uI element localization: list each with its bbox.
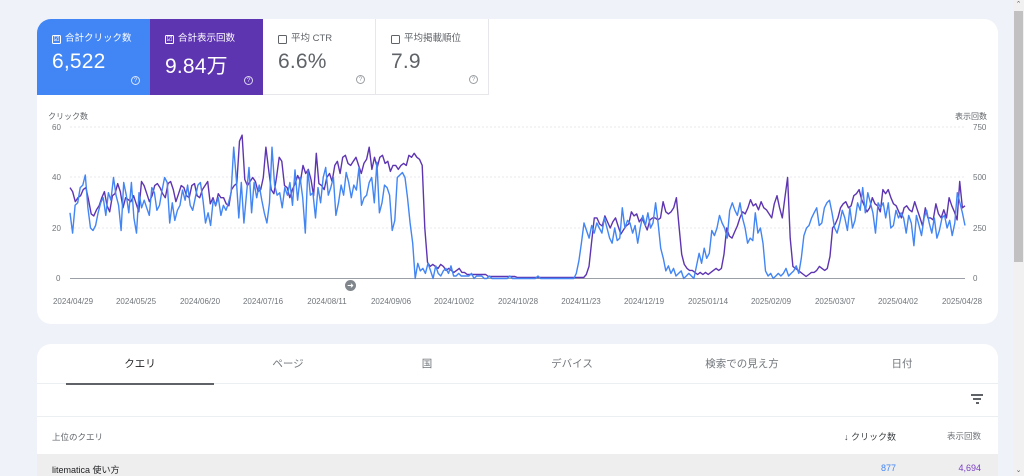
clicks-line [69, 146, 966, 280]
y-tick-left: 60 [52, 123, 61, 132]
x-tick: 2024/10/28 [497, 297, 539, 306]
row-clicks: 877 [880, 463, 896, 473]
sort-down-icon: ↓ [843, 432, 849, 442]
x-tick: 2024/04/29 [52, 297, 94, 306]
metric-value: 9.84万 [165, 55, 228, 78]
help-icon[interactable]: ? [244, 76, 253, 85]
tab-date[interactable]: 日付 [891, 358, 913, 370]
metric-label: 合計クリック数 [65, 33, 132, 44]
checkbox-checked-icon[interactable]: ☑ [165, 34, 174, 44]
x-tick: 2025/03/07 [814, 297, 856, 306]
scroll-up-icon[interactable]: ⌃ [1015, 1, 1022, 8]
table-toolbar [37, 384, 998, 417]
y-tick-left: 40 [52, 173, 61, 182]
tab-query[interactable]: クエリ [66, 344, 214, 385]
impressions-line [69, 134, 966, 279]
checkbox-unchecked-icon[interactable] [278, 34, 287, 44]
tab-device[interactable]: デバイス [551, 358, 593, 370]
right-axis-title: 表示回数 [955, 112, 987, 121]
metric-value: 6.6% [278, 50, 327, 73]
checkbox-unchecked-icon[interactable] [391, 34, 400, 44]
metric-label: 平均 CTR [291, 33, 333, 44]
metric-total-impressions[interactable]: ☑ 合計表示回数 9.84万 ? [150, 19, 263, 95]
x-tick: 2025/01/14 [687, 297, 729, 306]
metric-value: 6,522 [52, 50, 106, 73]
help-icon[interactable]: ? [469, 75, 478, 84]
y-tick-right: 250 [973, 224, 987, 233]
scrollbar-thumb[interactable] [1014, 11, 1023, 262]
dimensions-card: クエリ ページ 国 デバイス 検索での見え方 日付 上位のクエリ ↓ クリック数… [37, 344, 998, 476]
x-tick: 2024/12/19 [623, 297, 665, 306]
x-tick: 2024/06/20 [179, 297, 221, 306]
page-scrollbar[interactable]: ⌃ ⌄ [1013, 0, 1024, 476]
scroll-down-icon[interactable]: ⌄ [1015, 467, 1022, 474]
row-impressions: 4,694 [958, 463, 981, 473]
dimension-tabs: クエリ ページ 国 デバイス 検索での見え方 日付 [37, 344, 998, 385]
x-tick: 2024/08/11 [307, 297, 347, 306]
metric-value: 7.9 [391, 50, 421, 73]
metric-label: 合計表示回数 [178, 33, 236, 44]
y-tick-right: 500 [973, 173, 987, 182]
y-tick-right: 750 [973, 123, 987, 132]
column-header-clicks[interactable]: ↓ クリック数 [844, 430, 896, 443]
tab-search-appearance[interactable]: 検索での見え方 [705, 358, 779, 370]
metric-label: 平均掲載順位 [404, 33, 462, 44]
metric-average-position[interactable]: 平均掲載順位 7.9 ? [376, 19, 489, 95]
table-header: 上位のクエリ ↓ クリック数 表示回数 [37, 418, 998, 454]
help-icon[interactable]: ? [131, 76, 140, 85]
x-tick: 2024/09/06 [370, 297, 412, 306]
x-tick: 2024/11/23 [561, 297, 601, 306]
x-tick: 2025/04/28 [941, 297, 983, 306]
y-tick-left: 20 [52, 224, 61, 233]
x-tick: 2025/04/02 [877, 297, 919, 306]
left-axis-title: クリック数 [48, 112, 88, 121]
performance-chart: クリック数 表示回数 60 40 20 0 750 500 250 0 ➜ 20… [37, 95, 998, 324]
x-tick: 2024/05/25 [115, 297, 157, 306]
column-header-query: 上位のクエリ [52, 432, 104, 442]
x-tick: 2025/02/09 [750, 297, 792, 306]
chart-plot-area[interactable] [37, 95, 998, 324]
performance-card: ☑ 合計クリック数 6,522 ? ☑ 合計表示回数 9.84万 ? 平均 CTR … [37, 19, 998, 324]
metric-average-ctr[interactable]: 平均 CTR 6.6% ? [263, 19, 376, 95]
metric-tiles: ☑ 合計クリック数 6,522 ? ☑ 合計表示回数 9.84万 ? 平均 CTR … [37, 19, 489, 95]
tab-page[interactable]: ページ [272, 358, 304, 370]
table-row[interactable]: litematica 使い方 877 4,694 [37, 454, 998, 476]
tab-country[interactable]: 国 [421, 358, 433, 370]
y-tick-left: 0 [56, 274, 61, 283]
x-tick: 2024/10/02 [433, 297, 475, 306]
column-header-clicks-label: クリック数 [850, 432, 896, 442]
help-icon[interactable]: ? [356, 75, 365, 84]
column-header-impressions[interactable]: 表示回数 [946, 431, 981, 441]
filter-icon[interactable] [970, 394, 984, 406]
annotation-arrow-icon[interactable]: ➜ [345, 280, 356, 291]
x-tick: 2024/07/16 [242, 297, 284, 306]
row-query: litematica 使い方 [52, 465, 120, 475]
metric-total-clicks[interactable]: ☑ 合計クリック数 6,522 ? [37, 19, 150, 95]
checkbox-checked-icon[interactable]: ☑ [52, 34, 61, 44]
y-tick-right: 0 [973, 274, 978, 283]
